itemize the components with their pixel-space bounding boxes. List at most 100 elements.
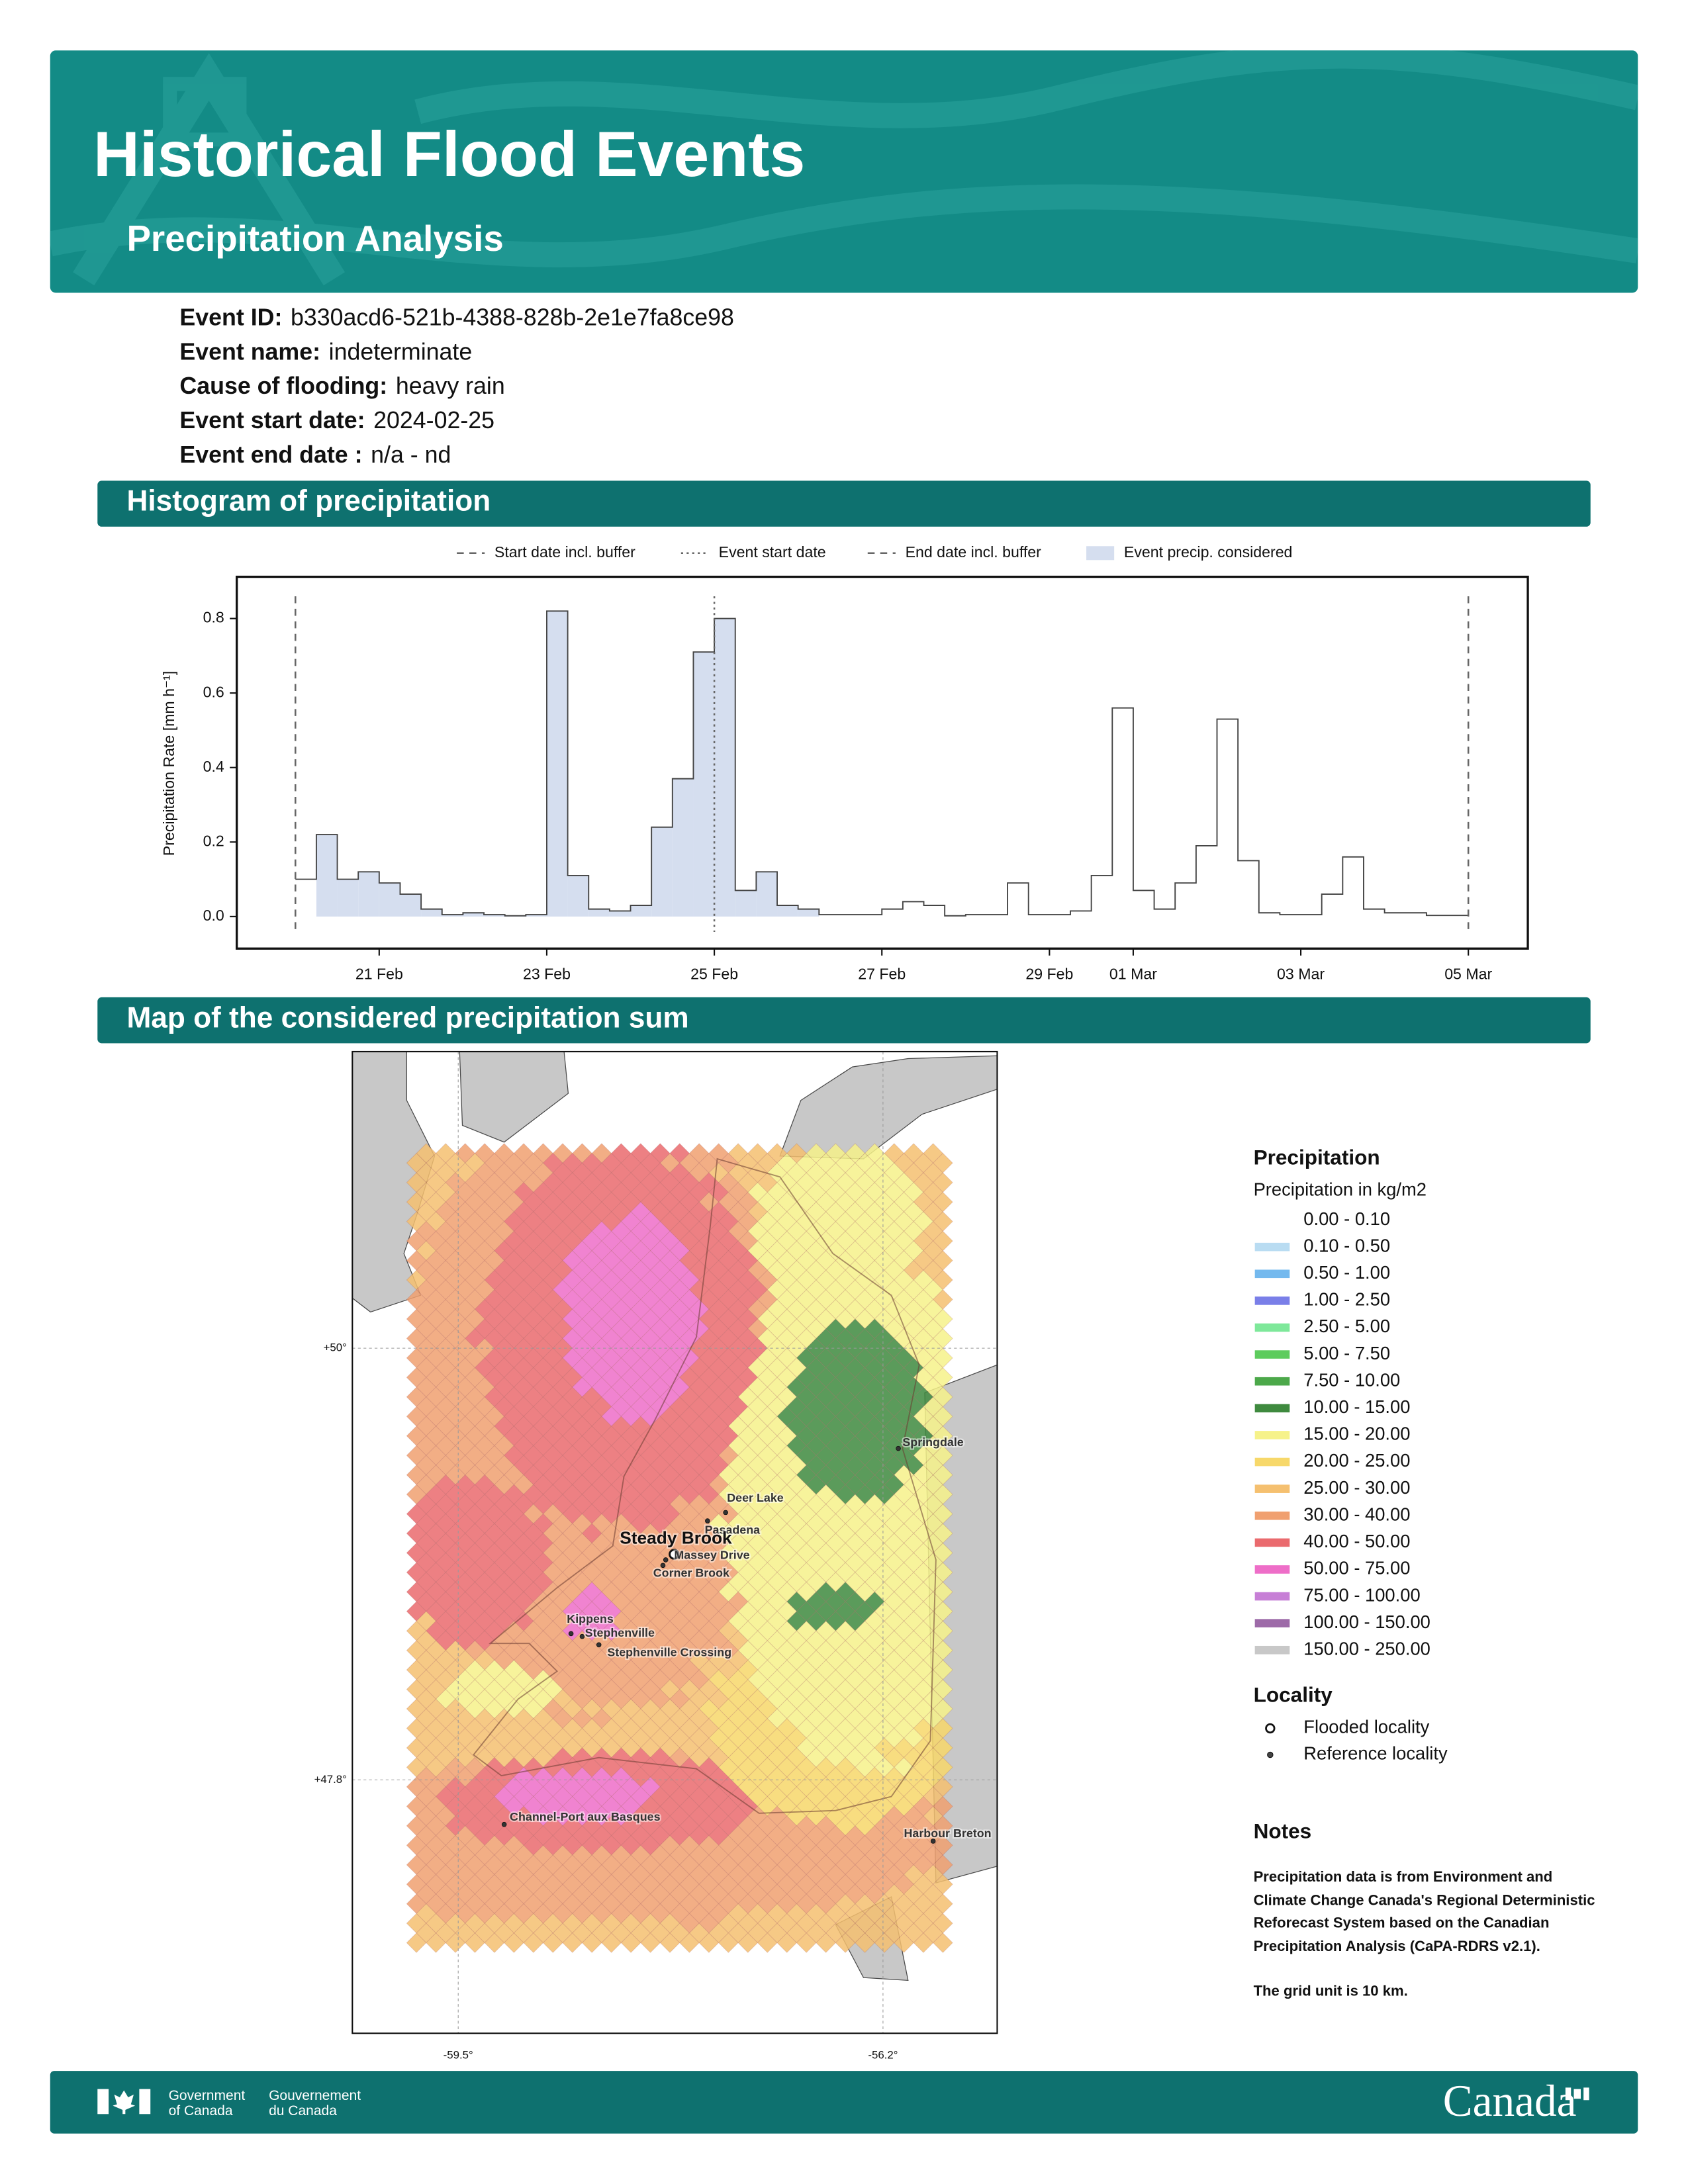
bar (693, 652, 715, 917)
grid-cell (894, 1933, 914, 1953)
section-title: Map of the considered precipitation sum (126, 1001, 688, 1034)
map: +50° +47.8° -59.5° -56.2° Springdale Deer Lak… (314, 1050, 998, 2061)
bar (630, 905, 652, 917)
legend-label: Event precip. considered (1124, 543, 1293, 561)
grid-cell (465, 1933, 485, 1953)
locality-label: Pasadena (705, 1523, 761, 1536)
subtitle: Precipitation Analysis (126, 218, 503, 259)
locality-label: Harbour Breton (904, 1827, 991, 1840)
info-value: 2024-02-25 (373, 408, 494, 434)
bar (379, 883, 400, 917)
footer-band (50, 2071, 1638, 2134)
grid-cell (698, 1933, 720, 1953)
section-title: Histogram of precipitation (126, 485, 491, 518)
legend-swatch (1254, 1619, 1290, 1627)
grid-cell (581, 1933, 602, 1953)
bar (1008, 883, 1029, 917)
legend-label: 15.00 - 20.00 (1303, 1424, 1410, 1444)
note: The grid unit is 10 km. (1253, 1983, 1408, 2000)
bar (1322, 894, 1343, 917)
map-legend: Precipitation Precipitation in kg/m2 0.00 … (1254, 1145, 1448, 1763)
bar (798, 909, 820, 917)
x-tick-label: 01 Mar (1109, 965, 1157, 982)
header-waves (50, 50, 1638, 286)
bar (1217, 719, 1238, 917)
info-line: Event end date : n/a - nd (179, 442, 451, 469)
bar (672, 778, 694, 917)
legend-label: 75.00 - 100.00 (1303, 1584, 1420, 1605)
grid-cell (659, 1933, 680, 1953)
reference-locality (660, 1563, 666, 1569)
grid-cell (835, 1933, 856, 1953)
title: Historical Flood Events (93, 118, 805, 190)
map-content (352, 1051, 998, 2034)
flooded-symbol (1265, 1723, 1276, 1734)
bar (756, 872, 778, 917)
locality-label: Kippens (567, 1612, 614, 1625)
legend-swatch (1254, 1565, 1290, 1574)
reference-locality (705, 1518, 710, 1524)
bar (609, 911, 631, 917)
info-value: b330acd6-521b-4388-828b-2e1e7fa8ce98 (291, 304, 734, 331)
bar (1070, 911, 1092, 916)
x-tick-label: 27 Feb (858, 965, 906, 982)
legend-swatch (1254, 1592, 1290, 1601)
grid-cell (523, 1933, 544, 1953)
grid-cell (933, 1933, 953, 1953)
legend-swatch (1254, 1457, 1290, 1467)
legend-swatch (1254, 1404, 1290, 1413)
grid-cell (718, 1933, 739, 1953)
bar (1133, 890, 1154, 916)
info-label: Event start date: (179, 408, 365, 434)
bar (1238, 860, 1259, 916)
locality-label: Channel-Port aux Basques (510, 1810, 661, 1823)
land (779, 1055, 998, 1160)
reference-locality (930, 1839, 936, 1844)
bar (735, 890, 757, 917)
flag (97, 2089, 151, 2115)
info-line: Cause of flooding: heavy rain (179, 373, 504, 400)
grid-cell (601, 1933, 622, 1953)
gov-en: Government of Canada (169, 2088, 249, 2118)
reference-locality (568, 1631, 574, 1637)
grid-cell (406, 1933, 427, 1953)
notes-title: Notes (1254, 1819, 1312, 1843)
info-line: Event start date: 2024-02-25 (179, 408, 494, 434)
grid-cell (855, 1933, 875, 1953)
x-tick-label: 25 Feb (690, 965, 738, 982)
grid-cell (796, 1933, 817, 1953)
y-tick-label: 0.4 (203, 758, 224, 775)
histogram: 21 Feb 23 Feb 25 Feb 27 Feb 29 Feb 01 Mar 03 M… (160, 543, 1529, 982)
grid-cell (816, 1933, 836, 1953)
legend-subtitle: Precipitation in kg/m2 (1254, 1179, 1427, 1200)
section-bar (97, 480, 1591, 527)
legend-swatch (1254, 1645, 1290, 1655)
bar (463, 913, 485, 917)
legend-label: 50.00 - 75.00 (1303, 1558, 1410, 1578)
bar (316, 835, 338, 917)
bar (295, 880, 316, 917)
notes: Precipitation data is from Environment a… (1254, 1866, 1605, 2003)
x-tick-label: 03 Mar (1277, 965, 1325, 982)
bar (882, 909, 903, 917)
note: Precipitation data is from Environment a… (1253, 1869, 1595, 1955)
bar (400, 894, 422, 917)
grid-cell (913, 1933, 934, 1953)
legend-swatch (1086, 546, 1115, 561)
gov-fr-line: du Canada (269, 2103, 337, 2118)
reference-locality (663, 1557, 669, 1563)
plot-frame (235, 575, 1529, 950)
event-info: Event ID: b330acd6-521b-4388-828b-2e1e7fa… (179, 304, 733, 469)
bar (714, 618, 735, 917)
bar (1112, 708, 1133, 917)
reference-locality (896, 1445, 901, 1451)
legend-title: Locality (1254, 1682, 1333, 1706)
x-tick-label: 23 Feb (523, 965, 571, 982)
grid-cell (737, 1933, 759, 1953)
bar (421, 909, 442, 917)
info-label: Cause of flooding: (179, 373, 387, 400)
y-tick-label: 0.8 (203, 609, 224, 626)
legend-label: Reference locality (1303, 1743, 1448, 1764)
legend-label: 25.00 - 30.00 (1303, 1477, 1410, 1498)
